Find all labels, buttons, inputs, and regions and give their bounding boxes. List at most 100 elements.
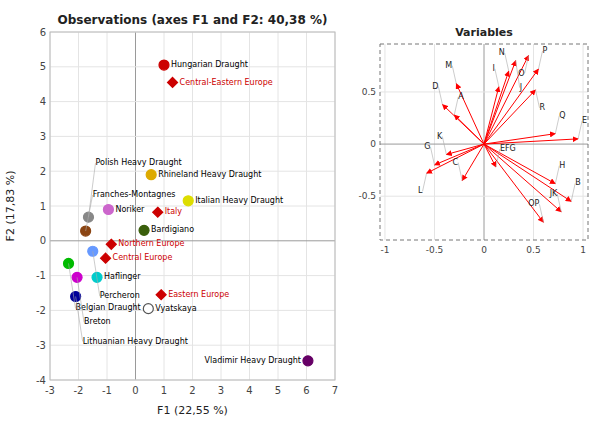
point-label: Noriker	[115, 205, 145, 214]
marks	[64, 60, 313, 366]
centroid-label: Italy	[165, 207, 183, 216]
variable-arrow	[484, 87, 499, 144]
tick-label: -4	[36, 375, 46, 386]
leader-line	[76, 296, 83, 341]
point-label: Hungarian Draught	[171, 60, 248, 69]
tick-label: 7	[332, 385, 338, 396]
tick-label: 5	[40, 61, 46, 72]
variable-label: H	[559, 161, 565, 170]
point-label: Belgian Draught	[76, 303, 141, 312]
leader-line	[69, 263, 76, 308]
tick-label: 3	[218, 385, 224, 396]
leader-line	[423, 173, 427, 191]
tick-label: -2	[74, 385, 84, 396]
title: Variables	[455, 26, 513, 39]
diamond-marker	[101, 253, 111, 263]
tick-label: 0.5	[362, 87, 376, 97]
tick-label: 0.5	[526, 245, 540, 255]
diamond-marker	[156, 290, 166, 300]
axes: -1-0.500.51-0.500.5Variables	[358, 26, 588, 255]
point-label: Rhineland Heavy Draught	[158, 170, 261, 179]
point	[143, 304, 153, 314]
tick-label: -1	[102, 385, 112, 396]
tick-label: 0	[40, 235, 46, 246]
variable-label: R	[540, 103, 546, 112]
variable-arrow	[484, 90, 536, 144]
leader-line	[495, 69, 499, 87]
variable-arrow	[434, 144, 484, 165]
leader-line	[539, 204, 543, 222]
grid-line	[380, 91, 588, 92]
variable-arrow	[484, 55, 529, 144]
point	[88, 246, 98, 256]
axes: -3-2-101234567-4-3-2-10123456Observation…	[4, 13, 338, 417]
point	[139, 225, 149, 235]
point-label: Italian Heavy Draught	[195, 196, 283, 205]
plot-frame	[50, 32, 335, 380]
variable-arrow	[484, 69, 538, 144]
y-axis-label: F2 (17,83 %)	[4, 171, 17, 242]
variable-arrow	[484, 144, 543, 222]
variable-arrow	[462, 144, 484, 180]
tick-label: 2	[40, 166, 46, 177]
variable-label: G	[424, 142, 430, 151]
leader-line	[430, 147, 434, 165]
diamond-marker	[168, 77, 178, 87]
tick-label: 6	[303, 385, 309, 396]
tick-label: -1	[380, 245, 389, 255]
point-label: Breton	[84, 317, 111, 326]
grid-line	[50, 101, 335, 102]
diamond-marker	[106, 239, 116, 249]
point-label: Haflinger	[104, 272, 141, 281]
leader-line	[93, 251, 100, 296]
variable-label: Q	[559, 111, 565, 120]
leader-line	[442, 137, 446, 155]
centroid-label: Central Europe	[113, 253, 173, 262]
centroid-label: Central-Eastern Europe	[180, 78, 273, 87]
tick-label: 1	[40, 201, 46, 212]
variable-label: J	[519, 83, 522, 92]
variable-arrow	[484, 144, 555, 184]
variable-arrow	[484, 139, 578, 144]
variable-label: I	[492, 64, 494, 73]
variable-label: K	[437, 132, 443, 141]
centroid-label: Eastern Europe	[168, 290, 229, 299]
variable-arrow	[454, 115, 484, 144]
variable-label: L	[418, 186, 423, 195]
variable-arrow	[484, 61, 516, 144]
leader-line	[505, 53, 509, 71]
tick-label: -3	[36, 340, 46, 351]
tick-label: 4	[246, 385, 252, 396]
centroid-label: Northern Europe	[118, 239, 184, 248]
leader-line	[438, 86, 442, 104]
grid-line	[434, 44, 435, 240]
plot-background	[380, 44, 588, 240]
marks	[427, 55, 579, 222]
leader-line	[452, 66, 456, 84]
variable-label: E	[582, 116, 587, 125]
variable-label: JK	[549, 189, 558, 198]
title: Observations (axes F1 and F2: 40,38 %)	[58, 13, 328, 27]
leader-line	[525, 55, 529, 73]
variable-label: N	[499, 48, 505, 57]
variable-label: B	[575, 178, 581, 187]
grid-line	[50, 136, 335, 137]
tick-label: -2	[36, 305, 46, 316]
x-axis-label: F1 (22,55 %)	[157, 404, 228, 417]
plot-frame	[380, 44, 588, 240]
point-label: Bardigiano	[151, 225, 194, 234]
tick-label: 2	[189, 385, 195, 396]
chart: -3-2-101234567-4-3-2-10123456Observation…	[0, 0, 600, 428]
tick-label: -3	[45, 385, 55, 396]
tick-label: 0	[481, 245, 487, 255]
tick-label: 1	[580, 245, 586, 255]
variable-arrow	[456, 84, 484, 144]
leader-line	[557, 194, 561, 212]
point-label: Polish Heavy Draught	[95, 158, 181, 167]
diamond-marker	[153, 207, 163, 217]
variable-label: EFG	[500, 144, 516, 153]
tick-label: 5	[275, 385, 281, 396]
variable-arrow	[484, 144, 561, 212]
point-label: Franches-Montagnes	[93, 190, 176, 199]
tick-label: -1	[36, 270, 46, 281]
